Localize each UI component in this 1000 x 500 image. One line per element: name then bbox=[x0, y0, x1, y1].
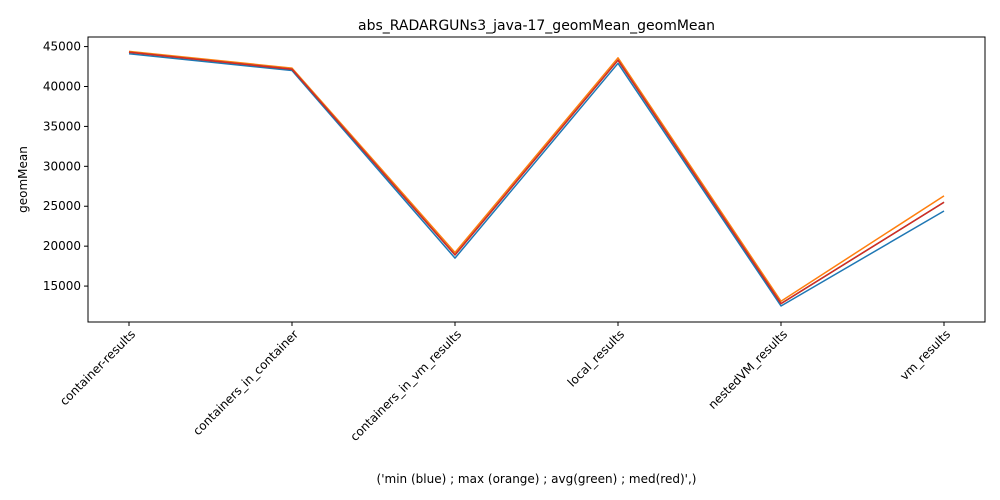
y-tick-label: 30000 bbox=[43, 159, 81, 173]
series-line-2 bbox=[128, 51, 945, 305]
series-line-0 bbox=[128, 53, 945, 307]
plot-frame bbox=[87, 36, 986, 323]
x-tick-label: vm_results bbox=[897, 327, 953, 383]
x-tick-label: nestedVM_results bbox=[705, 327, 790, 412]
series-line-3 bbox=[128, 51, 945, 305]
chart-title: abs_RADARGUNs3_java-17_geomMean_geomMean bbox=[358, 18, 715, 34]
x-axis: container-results containers_in_container… bbox=[57, 322, 953, 444]
x-tick-label: container-results bbox=[57, 327, 138, 408]
y-tick-label: 20000 bbox=[43, 239, 81, 253]
series-line-1 bbox=[128, 50, 945, 302]
x-tick-label: containers_in_container bbox=[190, 327, 301, 438]
plot-series bbox=[128, 50, 945, 307]
y-tick-label: 15000 bbox=[43, 279, 81, 293]
y-tick-label: 35000 bbox=[43, 119, 81, 133]
y-tick-label: 25000 bbox=[43, 199, 81, 213]
y-tick-label: 40000 bbox=[43, 79, 81, 93]
x-axis-label: ('min (blue) ; max (orange) ; avg(green)… bbox=[377, 472, 697, 486]
y-axis-label: geomMean bbox=[16, 146, 30, 213]
x-tick-label: containers_in_vm_results bbox=[347, 327, 464, 444]
y-tick-label: 45000 bbox=[43, 40, 81, 54]
x-tick-label: local_results bbox=[565, 327, 627, 389]
y-axis: 15000 20000 25000 30000 35000 40000 45000 bbox=[43, 40, 88, 293]
